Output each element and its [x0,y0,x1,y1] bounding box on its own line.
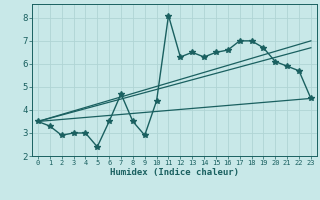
X-axis label: Humidex (Indice chaleur): Humidex (Indice chaleur) [110,168,239,177]
